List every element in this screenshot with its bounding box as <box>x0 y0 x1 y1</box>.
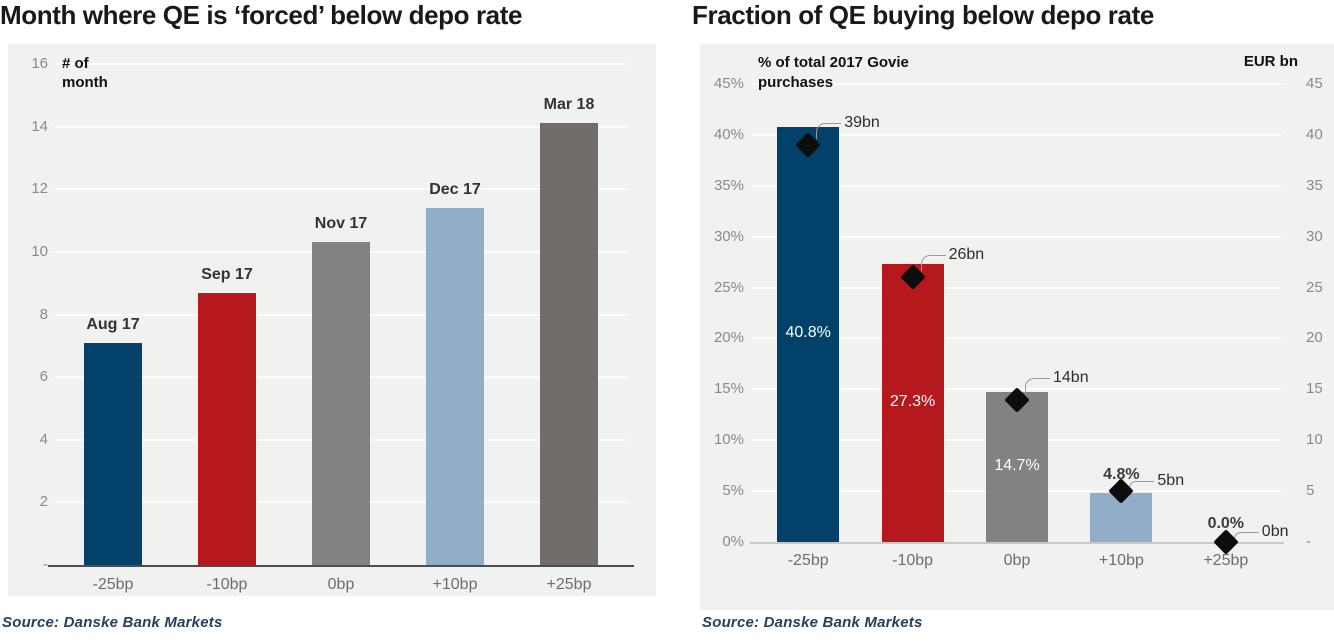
chart-title: Month where QE is ‘forced’ below depo ra… <box>0 0 523 30</box>
right-tick-label: 35 <box>1306 176 1323 194</box>
left-tick-label: 25% <box>713 278 744 296</box>
y-tick-label: 14 <box>31 117 48 135</box>
grid-line <box>54 188 628 191</box>
left-tick-label: 35% <box>713 176 744 194</box>
left-tick-label: 15% <box>713 380 744 398</box>
y-tick-label: - <box>43 556 48 573</box>
category-label: -25bp <box>787 552 829 569</box>
right-tick-label: 15 <box>1306 380 1323 398</box>
category-label: -10bp <box>206 576 248 593</box>
marker-value-label: 0bn <box>1261 523 1289 540</box>
left-tick-label: 5% <box>722 482 744 500</box>
grid-line <box>54 125 628 128</box>
bar-0bp <box>986 392 1048 542</box>
marker-callout-line <box>1233 532 1259 539</box>
right-tick-label: 20 <box>1306 329 1323 347</box>
bar--10bp <box>881 264 944 542</box>
marker-value-label: 14bn <box>1053 368 1089 386</box>
left-tick-label: 20% <box>713 329 744 347</box>
left-tick-label: 45% <box>713 75 744 92</box>
bar-value-label: 27.3% <box>889 393 936 411</box>
chart-month-qe-forced: Month where QE is ‘forced’ below depo ra… <box>0 0 656 631</box>
chart-plot-panel: 45% 45 40% 40 35% 35 30% 30 25% 25 20% 20 15% 15 10% 10… <box>700 44 1334 610</box>
marker-callout-line <box>816 123 842 140</box>
right-tick-label: 30 <box>1306 227 1323 245</box>
bar-+25bp <box>540 123 598 565</box>
left-tick-label: 10% <box>713 431 744 449</box>
bar-0bp <box>312 242 370 565</box>
marker-callout-line <box>920 255 946 272</box>
grid-line <box>752 184 1282 187</box>
source-note: Source: Danske Bank Markets <box>702 614 923 631</box>
right-tick-label: - <box>1306 533 1311 550</box>
category-label: +25bp <box>1203 552 1249 569</box>
marker-value-label: 26bn <box>948 246 985 264</box>
chart-title: Fraction of QE buying below depo rate <box>692 0 1154 30</box>
marker-value-label: 39bn <box>844 114 880 132</box>
marker-callout-line <box>1025 377 1050 394</box>
grid-line <box>752 286 1282 289</box>
category-label: +10bp <box>1098 552 1144 569</box>
right-axis-title: EUR bn <box>1243 53 1298 70</box>
y-tick-label: 2 <box>39 493 48 511</box>
bar--25bp <box>84 342 142 565</box>
bar-label: Mar 18 <box>543 96 595 114</box>
bar-label: Nov 17 <box>314 215 368 233</box>
grid-line <box>752 337 1282 340</box>
bar-value-label: 40.8% <box>785 324 831 342</box>
grid-line <box>752 235 1282 238</box>
right-tick-label: 45 <box>1306 75 1323 92</box>
left-tick-label: 0% <box>722 533 744 550</box>
left-tick-label: 30% <box>713 227 744 245</box>
bar-value-label: 0.0% <box>1207 515 1245 532</box>
category-label: -10bp <box>892 552 934 569</box>
bar-label: Dec 17 <box>429 181 481 199</box>
y-axis-title: # of month <box>62 55 108 91</box>
right-tick-label: 40 <box>1306 125 1323 143</box>
grid-line <box>752 133 1282 136</box>
bar-value-label: 4.8% <box>1103 466 1140 484</box>
bar-+10bp <box>426 208 484 565</box>
x-axis-line <box>750 542 1284 544</box>
marker-callout-line <box>1129 481 1155 489</box>
y-tick-label: 16 <box>31 55 48 72</box>
chart-fraction-qe-buying: Fraction of QE buying below depo rate 45… <box>690 0 1334 643</box>
left-tick-label: 40% <box>713 125 744 143</box>
source-note: Source: Danske Bank Markets <box>2 614 223 631</box>
right-tick-label: 5 <box>1306 482 1315 500</box>
category-label: +25bp <box>546 576 592 593</box>
bar-label: Sep 17 <box>201 265 253 283</box>
category-label: 0bp <box>327 576 355 593</box>
right-tick-label: 25 <box>1306 278 1323 296</box>
left-axis-title: % of total 2017 Govie purchases <box>758 54 909 91</box>
grid-line <box>54 63 628 65</box>
bar-label: Aug 17 <box>86 315 140 333</box>
bar-value-label: 14.7% <box>994 457 1040 475</box>
category-label: +10bp <box>432 576 478 593</box>
grid-line <box>752 83 1282 85</box>
diamond-marker <box>1213 529 1239 555</box>
y-tick-label: 8 <box>39 305 48 323</box>
y-tick-label: 12 <box>31 180 48 198</box>
bar--25bp <box>777 126 840 542</box>
marker-value-label: 5bn <box>1157 472 1185 490</box>
x-axis-line <box>48 565 634 567</box>
category-label: -25bp <box>92 576 134 593</box>
y-tick-label: 4 <box>39 430 48 448</box>
y-tick-label: 10 <box>31 242 48 260</box>
right-tick-label: 10 <box>1306 431 1323 449</box>
chart-plot-panel: 16 14 12 10 8 6 4 2 - # of month Aug 17 -25bp Sep 17… <box>8 44 656 596</box>
y-tick-label: 6 <box>39 368 48 386</box>
bar--10bp <box>198 292 256 565</box>
category-label: 0bp <box>1003 552 1031 569</box>
